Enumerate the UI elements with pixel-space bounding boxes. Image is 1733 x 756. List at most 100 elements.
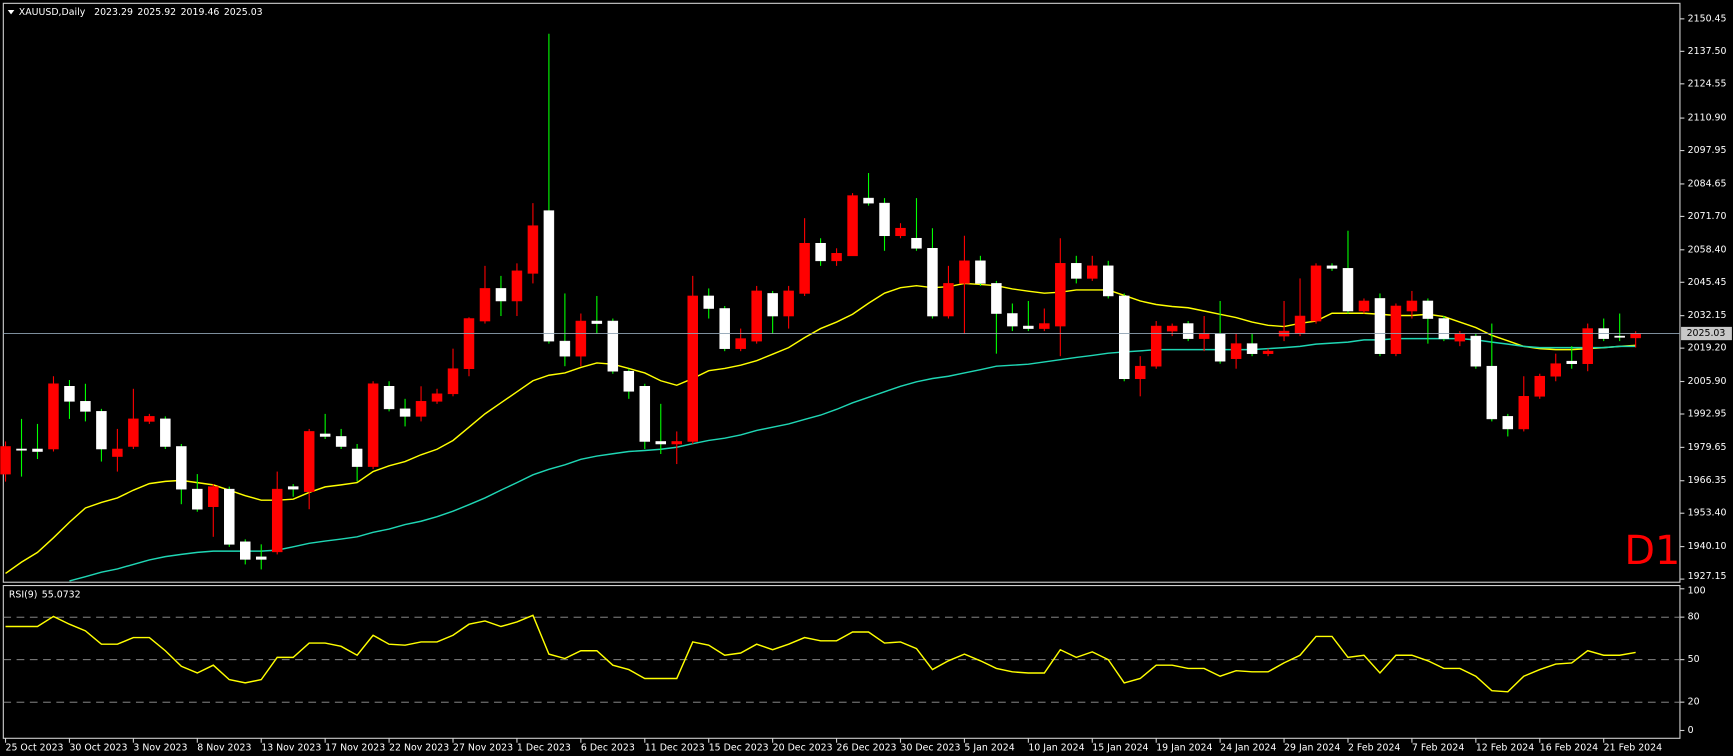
candle-body [16, 448, 27, 451]
candle-body [1166, 325, 1178, 332]
candle-body [943, 283, 954, 317]
candle-body [1358, 300, 1370, 312]
candle-body [144, 416, 155, 422]
y-tick-label: 50 [1688, 654, 1700, 665]
candle-body [1390, 305, 1402, 354]
x-tick-label: 24 Jan 2024 [1220, 743, 1276, 754]
candle-body [671, 441, 683, 445]
x-tick-label: 26 Dec 2023 [837, 743, 897, 754]
y-tick-label: 2005.90 [1688, 376, 1727, 387]
candle-body [1182, 323, 1194, 339]
candle-body [367, 383, 379, 467]
x-tick-label: 21 Feb 2024 [1604, 743, 1662, 754]
candle-body [0, 446, 11, 475]
x-tick-label: 29 Jan 2024 [1284, 743, 1340, 754]
candle-body [575, 320, 587, 357]
x-tick-label: 5 Jan 2024 [964, 743, 1014, 754]
candle-body [703, 295, 714, 309]
candle-body [1630, 333, 1641, 339]
y-tick-label: 100 [1688, 586, 1706, 597]
high-value: 2025.92 [137, 7, 176, 18]
candle-body [48, 383, 59, 450]
x-tick-label: 19 Jan 2024 [1156, 743, 1212, 754]
rsi-line [5, 614, 1636, 693]
x-tick-label: 10 Jan 2024 [1028, 743, 1084, 754]
x-tick-label: 25 Oct 2023 [6, 743, 64, 754]
candle-body [495, 288, 507, 302]
candle-body [399, 408, 411, 417]
rsi-header: RSI(9) 55.0732 [9, 589, 81, 600]
low-value: 2019.46 [181, 7, 220, 18]
y-tick-label: 2045.45 [1688, 277, 1727, 288]
candle-body [1071, 263, 1082, 279]
candle-body [224, 488, 235, 545]
y-tick-label: 2124.55 [1688, 78, 1727, 89]
candle-body [1055, 263, 1066, 327]
rsi-title: RSI(9) [9, 589, 38, 600]
candle-body [687, 295, 698, 442]
candle-body [831, 253, 842, 262]
x-tick-label: 20 Dec 2023 [773, 743, 833, 754]
y-tick-label: 1940.10 [1688, 541, 1727, 552]
candle-body [1103, 265, 1114, 297]
candle-body [1582, 328, 1593, 364]
candle-body [1039, 323, 1050, 329]
candle-body [975, 260, 986, 284]
x-tick-label: 27 Nov 2023 [453, 743, 513, 754]
candle-body [1214, 333, 1226, 362]
x-tick-label: 13 Nov 2023 [261, 743, 321, 754]
candle-body [847, 195, 858, 257]
symbol-menu-arrow[interactable] [7, 9, 15, 15]
candle-body [303, 431, 315, 492]
candle-body [351, 448, 363, 467]
x-tick-label: 3 Nov 2023 [133, 743, 187, 754]
candle-body [911, 237, 922, 249]
candle-body [1294, 315, 1306, 334]
candle-body [1246, 343, 1258, 354]
candle-body [1230, 343, 1242, 359]
y-tick-label: 2019.20 [1688, 343, 1727, 354]
candle-body [559, 340, 571, 357]
candle-body [383, 386, 395, 410]
rsi-panel-frame [2, 584, 1681, 739]
candle-body [1198, 333, 1210, 339]
open-value: 2023.29 [94, 7, 133, 18]
candle-body [623, 370, 635, 392]
candle-body [639, 386, 651, 442]
candle-body [751, 290, 762, 342]
y-tick-label: 20 [1688, 697, 1700, 708]
y-tick-label: 2032.15 [1688, 310, 1727, 321]
candle-body [287, 486, 299, 490]
rsi-last-value: 55.0732 [42, 589, 81, 600]
y-tick-label: 1979.65 [1688, 442, 1727, 453]
candle-body [1023, 325, 1034, 329]
candle-body [335, 436, 347, 447]
candle-body [1342, 268, 1354, 312]
y-tick-label: 2097.95 [1688, 145, 1727, 156]
x-tick-label: 6 Dec 2023 [581, 743, 635, 754]
candle-body [799, 242, 810, 294]
candle-body [32, 448, 43, 452]
x-tick-label: 15 Jan 2024 [1092, 743, 1148, 754]
x-tick-label: 2 Feb 2024 [1348, 743, 1400, 754]
y-tick-label: 2150.45 [1688, 13, 1727, 24]
candle-body [1550, 363, 1561, 377]
candle-body [80, 401, 91, 412]
candle-body [240, 541, 251, 560]
candle-body [879, 202, 890, 237]
candle-body [1310, 265, 1322, 322]
candle-body [1438, 318, 1450, 339]
moving-average-line [69, 337, 1636, 582]
x-tick-label: 30 Dec 2023 [900, 743, 960, 754]
candle-body [1326, 265, 1338, 269]
x-tick-label: 16 Feb 2024 [1540, 743, 1598, 754]
candle-body [1502, 416, 1514, 430]
y-tick-label: 0 [1688, 725, 1694, 736]
candle-body [1486, 365, 1498, 420]
candle-body [1007, 313, 1018, 327]
candle-body [431, 393, 443, 402]
x-tick-label: 12 Feb 2024 [1476, 743, 1534, 754]
candle-body [208, 486, 219, 507]
